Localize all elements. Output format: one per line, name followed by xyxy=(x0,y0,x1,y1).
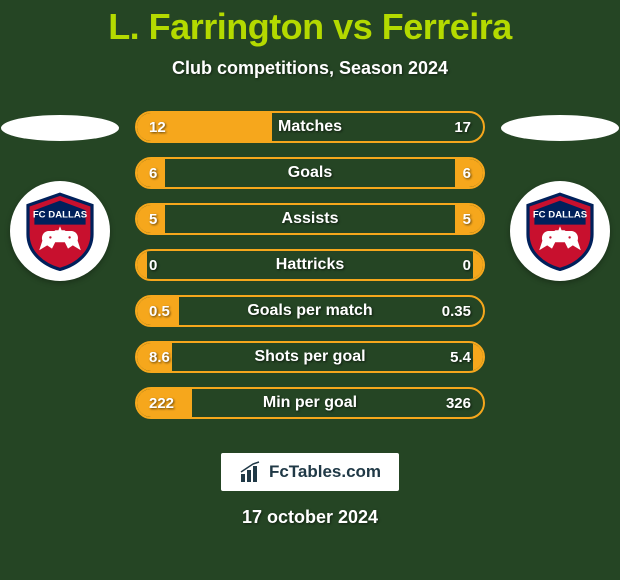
stat-fill-right xyxy=(473,251,483,279)
stat-left-value: 6 xyxy=(149,165,157,182)
stat-right-value: 6 xyxy=(463,165,471,182)
stat-right-value: 0 xyxy=(463,257,471,274)
stat-row: 0.5 Goals per match 0.35 xyxy=(135,295,485,327)
page-subtitle: Club competitions, Season 2024 xyxy=(0,58,620,79)
stat-right-value: 5 xyxy=(463,211,471,228)
stat-right-value: 5.4 xyxy=(450,349,471,366)
stat-left-value: 0 xyxy=(149,257,157,274)
stat-row: 12 Matches 17 xyxy=(135,111,485,143)
stat-label: Goals per match xyxy=(247,302,372,320)
stat-row: 8.6 Shots per goal 5.4 xyxy=(135,341,485,373)
stat-row: 0 Hattricks 0 xyxy=(135,249,485,281)
stat-label: Hattricks xyxy=(276,256,344,274)
stat-fill-left xyxy=(137,251,147,279)
stat-left-value: 8.6 xyxy=(149,349,170,366)
stat-label: Shots per goal xyxy=(254,348,365,366)
right-player-column: FC DALLAS xyxy=(500,111,620,281)
stat-right-value: 0.35 xyxy=(442,303,471,320)
stat-right-value: 17 xyxy=(454,119,471,136)
stat-label: Matches xyxy=(278,118,342,136)
stat-label: Min per goal xyxy=(263,394,357,412)
brand-text: FcTables.com xyxy=(269,462,381,482)
comparison-area: FC DALLAS FC DALLAS 12 Matches 17 6 Goals 6 5 A… xyxy=(0,111,620,431)
stat-label: Goals xyxy=(288,164,332,182)
svg-text:FC DALLAS: FC DALLAS xyxy=(33,209,88,220)
stat-label: Assists xyxy=(282,210,339,228)
svg-text:FC DALLAS: FC DALLAS xyxy=(533,209,588,220)
player-base-ellipse xyxy=(501,115,619,141)
stat-row: 222 Min per goal 326 xyxy=(135,387,485,419)
left-player-column: FC DALLAS xyxy=(0,111,120,281)
bar-chart-icon xyxy=(239,460,263,484)
stat-row: 5 Assists 5 xyxy=(135,203,485,235)
stat-right-value: 326 xyxy=(446,395,471,412)
fc-dallas-logo-icon: FC DALLAS xyxy=(520,191,600,271)
page-title: L. Farrington vs Ferreira xyxy=(0,6,620,48)
stat-row: 6 Goals 6 xyxy=(135,157,485,189)
stat-bars: 12 Matches 17 6 Goals 6 5 Assists 5 0 Hattricks 0 0.… xyxy=(135,111,485,419)
date-text: 17 october 2024 xyxy=(242,507,378,528)
stat-left-value: 5 xyxy=(149,211,157,228)
stat-left-value: 0.5 xyxy=(149,303,170,320)
brand-box: FcTables.com xyxy=(221,453,399,491)
right-club-logo-wrap: FC DALLAS xyxy=(510,181,610,281)
player-base-ellipse xyxy=(1,115,119,141)
stat-left-value: 222 xyxy=(149,395,174,412)
left-club-logo-wrap: FC DALLAS xyxy=(10,181,110,281)
stat-left-value: 12 xyxy=(149,119,166,136)
fc-dallas-logo-icon: FC DALLAS xyxy=(20,191,100,271)
stat-fill-right xyxy=(473,343,483,371)
